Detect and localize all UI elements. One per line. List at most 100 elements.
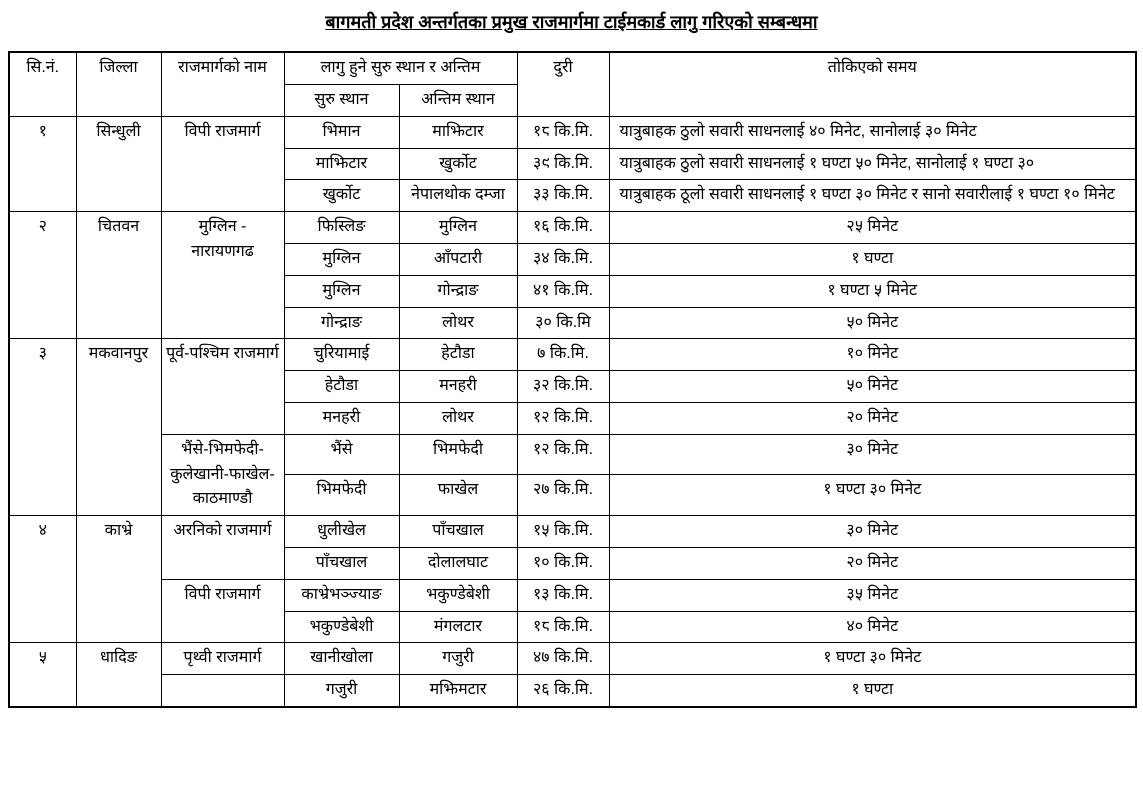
cell-start: भिमान: [283, 115, 400, 149]
cell-district: धादिङ: [75, 642, 162, 708]
header-highway-name: राजमार्गको नाम: [160, 51, 285, 117]
cell-time: २० मिनेट: [608, 546, 1137, 580]
cell-end: भिमफेदी: [398, 433, 518, 476]
cell-sn: ३: [8, 338, 77, 517]
cell-end: नेपालथोक दम्जा: [398, 179, 518, 213]
table-row: हेटौडा मनहरी ३२ कि.मि. ५० मिनेट: [9, 370, 1137, 403]
cell-highway: मुग्लिन - नारायणगढ: [160, 211, 285, 340]
cell-distance: ३९ कि.मि.: [516, 147, 610, 181]
table-row: विपी राजमार्ग काभ्रेभञ्ज्याङ भकुण्डेबेशी…: [9, 578, 1137, 644]
cell-end: मंगलटार: [398, 610, 518, 644]
table-row: २ चितवन मुग्लिन - नारायणगढ फिस्लिङ मुग्ल…: [8, 211, 1137, 340]
table-row: गोन्द्राङ लोथर ३० कि.मि ५० मिनेट: [9, 306, 1137, 340]
cell-distance: १६ कि.मि.: [516, 211, 610, 244]
header-time: तोकिएको समय: [608, 51, 1137, 117]
header-places-group: लागु हुने सुरु स्थान र अन्तिम: [283, 51, 518, 85]
cell-time: १ घण्टा: [608, 242, 1137, 276]
cell-distance: ३४ कि.मि.: [516, 242, 610, 276]
cell-end: माझिटार: [398, 115, 518, 149]
cell-time: १ घण्टा ३० मिनेट: [608, 474, 1137, 517]
cell-highway: पूर्व-पश्चिम राजमार्ग: [160, 338, 285, 435]
cell-district: चितवन: [75, 211, 162, 340]
cell-time: १ घण्टा: [608, 674, 1137, 708]
highway-timecard-table: सि.नं. जिल्ला राजमार्गको नाम लागु हुने स…: [8, 51, 1138, 708]
cell-distance: ३० कि.मि: [516, 306, 610, 340]
header-end-place: अन्तिम स्थान: [398, 83, 518, 117]
cell-time: १ घण्टा ३० मिनेट: [608, 642, 1137, 676]
table-row: भिमफेदी फाखेल २७ कि.मि. १ घण्टा ३० मिनेट: [9, 474, 1137, 517]
cell-distance: १० कि.मि.: [516, 546, 610, 580]
cell-time: २० मिनेट: [608, 401, 1137, 435]
cell-distance: ३२ कि.मि.: [516, 370, 610, 403]
cell-time: ५० मिनेट: [608, 306, 1137, 340]
cell-distance: १२ कि.मि.: [516, 433, 610, 476]
cell-time: यात्रुबाहक ठूलो सवारी साधनलाई १ घण्टा ३०…: [608, 179, 1137, 213]
table-row: खुर्कोट नेपालथोक दम्जा ३३ कि.मि. यात्रुब…: [9, 179, 1137, 213]
cell-start: काभ्रेभञ्ज्याङ: [283, 578, 400, 612]
table-row: मनहरी लोथर १२ कि.मि. २० मिनेट: [9, 401, 1137, 435]
cell-end: भकुण्डेबेशी: [398, 578, 518, 612]
cell-time: ३० मिनेट: [608, 515, 1137, 548]
cell-end: हेटौडा: [398, 338, 518, 372]
cell-time: ३५ मिनेट: [608, 578, 1137, 612]
header-district: जिल्ला: [75, 51, 162, 117]
cell-start: फिस्लिङ: [283, 211, 400, 244]
table-row: माझिटार खुर्कोट ३९ कि.मि. यात्रुबाहक ठुल…: [9, 147, 1137, 181]
cell-start: खुर्कोट: [283, 179, 400, 213]
cell-district: मकवानपुर: [75, 338, 162, 517]
cell-end: मनहरी: [398, 370, 518, 403]
cell-time: यात्रुबाहक ठुलो सवारी साधनलाई ४० मिनेट, …: [608, 115, 1137, 149]
page-title: बागमती प्रदेश अन्तर्गतका प्रमुख राजमार्ग…: [325, 12, 818, 32]
cell-distance: १८ कि.मि.: [516, 610, 610, 644]
cell-start: मुग्लिन: [283, 274, 400, 308]
cell-end: गोन्द्राङ: [398, 274, 518, 308]
header-distance: दुरी: [516, 51, 610, 117]
table-row: मुग्लिन आँपटारी ३४ कि.मि. १ घण्टा: [9, 242, 1137, 276]
cell-end: खुर्कोट: [398, 147, 518, 181]
cell-time: यात्रुबाहक ठुलो सवारी साधनलाई १ घण्टा ५०…: [608, 147, 1137, 181]
cell-highway: [160, 674, 285, 708]
cell-distance: ४७ कि.मि.: [516, 642, 610, 676]
cell-end: आँपटारी: [398, 242, 518, 276]
cell-end: गजुरी: [398, 642, 518, 676]
cell-distance: ३३ कि.मि.: [516, 179, 610, 213]
cell-start: चुरियामाई: [283, 338, 400, 372]
cell-highway: विपी राजमार्ग: [160, 578, 285, 644]
cell-start: माझिटार: [283, 147, 400, 181]
header-row-1: सि.नं. जिल्ला राजमार्गको नाम लागु हुने स…: [8, 51, 1137, 117]
table-row: भैंसे-भिमफेदी-कुलेखानी-फाखेल-काठमाण्डौ भ…: [9, 433, 1137, 517]
cell-end: फाखेल: [398, 474, 518, 517]
cell-highway: अरनिको राजमार्ग: [160, 515, 285, 580]
cell-distance: २६ कि.मि.: [516, 674, 610, 708]
cell-highway: पृथ्वी राजमार्ग: [160, 642, 285, 676]
cell-district: काभ्रे: [75, 515, 162, 644]
cell-time: १० मिनेट: [608, 338, 1137, 372]
cell-end: दोलालघाट: [398, 546, 518, 580]
cell-start: गोन्द्राङ: [283, 306, 400, 340]
cell-sn: ४: [8, 515, 77, 644]
table-row: गजुरी मझिमटार २६ कि.मि. १ घण्टा: [9, 674, 1137, 708]
cell-sn: २: [8, 211, 77, 340]
cell-end: मझिमटार: [398, 674, 518, 708]
cell-distance: ४१ कि.मि.: [516, 274, 610, 308]
cell-start: मनहरी: [283, 401, 400, 435]
cell-end: मुग्लिन: [398, 211, 518, 244]
cell-time: ३० मिनेट: [608, 433, 1137, 476]
cell-start: भकुण्डेबेशी: [283, 610, 400, 644]
cell-time: ४० मिनेट: [608, 610, 1137, 644]
cell-start: भैंसे: [283, 433, 400, 476]
table-row: ४ काभ्रे अरनिको राजमार्ग धुलीखेल पाँचखाल…: [8, 515, 1137, 644]
cell-distance: ७ कि.मि.: [516, 338, 610, 372]
cell-district: सिन्धुली: [75, 115, 162, 213]
cell-end: पाँचखाल: [398, 515, 518, 548]
cell-end: लोथर: [398, 306, 518, 340]
header-start-place: सुरु स्थान: [283, 83, 400, 117]
cell-distance: १५ कि.मि.: [516, 515, 610, 548]
cell-time: १ घण्टा ५ मिनेट: [608, 274, 1137, 308]
cell-distance: १२ कि.मि.: [516, 401, 610, 435]
cell-sn: ५: [8, 642, 77, 708]
table-row: ५ धादिङ पृथ्वी राजमार्ग खानीखोला गजुरी ४…: [8, 642, 1137, 708]
header-row-2: सुरु स्थान अन्तिम स्थान: [9, 83, 1136, 117]
header-sn: सि.नं.: [8, 51, 77, 117]
table-row: १ सिन्धुली विपी राजमार्ग भिमान माझिटार १…: [8, 115, 1137, 213]
